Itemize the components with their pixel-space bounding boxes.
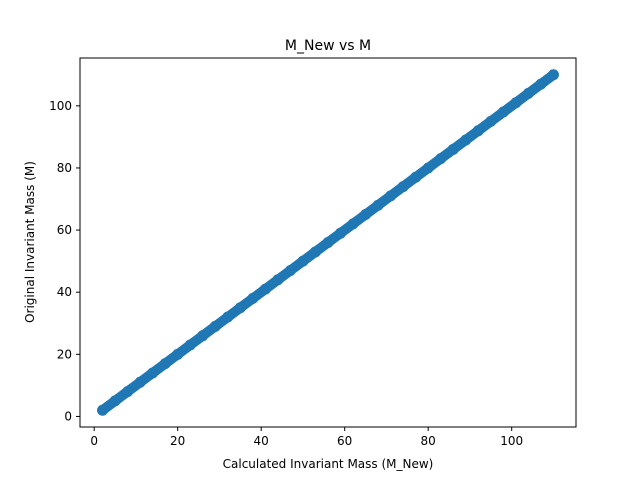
data-point (372, 199, 384, 211)
data-point (422, 162, 434, 174)
data-point (497, 106, 509, 118)
data-point (485, 115, 497, 127)
data-point (259, 283, 271, 295)
data-point (97, 404, 109, 416)
data-point (309, 246, 321, 258)
data-point (510, 97, 522, 109)
data-point (172, 348, 184, 360)
data-point (472, 125, 484, 137)
data-point (247, 292, 259, 304)
y-tick-label: 80 (57, 161, 72, 175)
data-point (460, 134, 472, 146)
data-point (335, 227, 347, 239)
data-point (522, 87, 534, 99)
data-point (447, 143, 459, 155)
data-point (435, 153, 447, 165)
data-point (284, 264, 296, 276)
data-point (134, 376, 146, 388)
data-point (385, 190, 397, 202)
data-points (97, 69, 559, 416)
data-point (272, 274, 284, 286)
data-point (122, 386, 134, 398)
data-point (159, 358, 171, 370)
data-point (197, 330, 209, 342)
data-point (347, 218, 359, 230)
x-axis-label: Calculated Invariant Mass (M_New) (223, 457, 434, 471)
data-point (234, 302, 246, 314)
data-point (535, 78, 547, 90)
x-tick-label: 100 (500, 434, 523, 448)
data-point (547, 69, 559, 81)
plot-frame (79, 57, 577, 428)
data-point (209, 320, 221, 332)
x-tick-label: 80 (421, 434, 436, 448)
x-tick-label: 20 (170, 434, 185, 448)
data-point (410, 171, 422, 183)
data-point (322, 237, 334, 248)
y-tick-label: 0 (64, 409, 72, 423)
data-point (222, 311, 234, 323)
data-point (397, 181, 409, 193)
x-axis-ticks: 0 20 40 60 80 100 (90, 427, 523, 448)
data-point (297, 255, 309, 267)
y-axis-ticks: 0 20 40 60 80 100 (49, 99, 80, 423)
x-tick-label: 60 (337, 434, 352, 448)
x-tick-label: 0 (90, 434, 98, 448)
data-point (147, 367, 159, 379)
chart-title: M_New vs M (285, 38, 371, 54)
y-tick-label: 20 (57, 347, 72, 361)
y-tick-label: 60 (57, 223, 72, 237)
y-tick-label: 40 (57, 285, 72, 299)
y-axis-label: Original Invariant Mass (M) (23, 161, 37, 323)
x-tick-label: 40 (254, 434, 269, 448)
data-point (360, 209, 372, 221)
data-point (184, 339, 196, 351)
data-point (109, 395, 121, 407)
y-tick-label: 100 (49, 99, 72, 113)
